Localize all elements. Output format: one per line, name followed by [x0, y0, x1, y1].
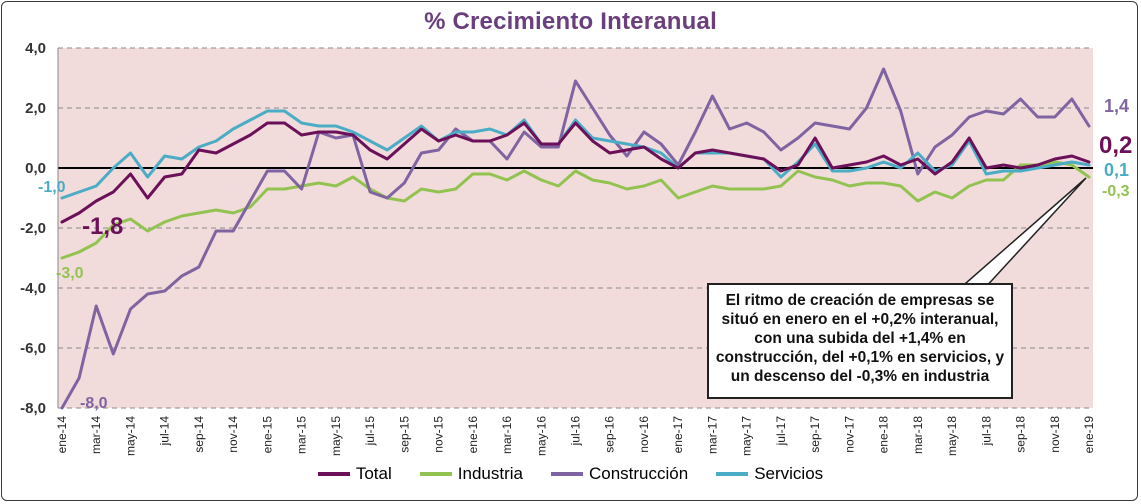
x-tick-label: jul-15 [363, 416, 377, 447]
series-line-construcción [60, 67, 1091, 410]
x-tick-label: ene-18 [877, 416, 891, 454]
legend-swatch-total [317, 472, 350, 476]
x-tick-label: jul-14 [158, 416, 172, 447]
y-tick-label: 0,0 [25, 160, 46, 177]
x-tick-label: sep-16 [603, 416, 617, 453]
x-tick-label: may-15 [329, 416, 343, 456]
legend: Total Industria Construcción Servicios [0, 464, 1141, 484]
x-tick-label: may-17 [740, 416, 754, 456]
x-tick-label: ene-17 [671, 416, 685, 454]
x-tick-label: mar-16 [500, 416, 514, 454]
x-tick-label: sep-17 [808, 416, 822, 453]
chart-title: % Crecimiento Interanual [424, 8, 717, 35]
legend-swatch-industria [419, 472, 452, 476]
x-tick-label: ene-16 [466, 416, 480, 454]
x-tick-label: mar-15 [295, 416, 309, 454]
x-tick-label: nov-18 [1048, 416, 1062, 453]
annotation-box: El ritmo de creación de empresas se situ… [707, 283, 1013, 399]
y-tick-label: -2,0 [20, 220, 46, 237]
annotation-line: con una subida del +1,4% en [754, 330, 966, 347]
y-tick-label: -4,0 [20, 280, 46, 297]
annotation-line: situó en enero en el +0,2% interanual, [721, 311, 999, 328]
legend-label: Industria [457, 464, 523, 483]
legend-label: Construcción [588, 464, 689, 483]
annotation-line: El ritmo de creación de empresas se [725, 292, 995, 309]
series-line-total [60, 121, 1091, 224]
x-tick-label: may-14 [123, 416, 137, 456]
series-line-servicios [60, 109, 1091, 200]
legend-item-industria: Industria [419, 464, 523, 484]
x-tick-label: sep-14 [192, 416, 206, 453]
data-label: -8,0 [80, 395, 108, 412]
y-tick-label: -8,0 [20, 400, 46, 417]
legend-label: Total [355, 464, 392, 483]
x-tick-label: nov-15 [432, 416, 446, 453]
data-label: 0,2 [1099, 132, 1132, 159]
annotation-line: un descenso del -0,3% en industria [730, 368, 990, 385]
x-tick-label: nov-17 [842, 416, 856, 453]
x-tick-label: may-16 [534, 416, 548, 456]
legend-item-servicios: Servicios [716, 464, 823, 484]
legend-item-construccion: Construcción [550, 464, 689, 484]
x-tick-label: nov-16 [637, 416, 651, 453]
x-tick-label: mar-18 [911, 416, 925, 454]
x-tick-label: jul-18 [979, 416, 993, 447]
data-label: -1,8 [82, 213, 123, 240]
data-label: -0,3 [1102, 183, 1130, 200]
x-tick-label: mar-14 [89, 416, 103, 454]
x-tick-label: sep-15 [397, 416, 411, 453]
data-label: 1,4 [1104, 96, 1129, 116]
legend-swatch-servicios [716, 472, 749, 476]
data-label: 0,1 [1104, 160, 1129, 180]
x-tick-label: ene-15 [260, 416, 274, 454]
x-tick-label: sep-18 [1014, 416, 1028, 453]
data-label: -3,0 [56, 265, 84, 282]
x-tick-label: nov-14 [226, 416, 240, 453]
x-tick-label: may-18 [945, 416, 959, 456]
y-tick-label: 2,0 [25, 100, 46, 117]
series-line-industria [60, 160, 1091, 260]
x-tick-label: jul-17 [774, 416, 788, 447]
annotation-line: construcción, del +0,1% en servicios, y [715, 349, 1005, 366]
x-tick-label: jul-16 [569, 416, 583, 447]
legend-swatch-construccion [550, 472, 583, 476]
x-tick-label: ene-14 [55, 416, 69, 454]
legend-label: Servicios [754, 464, 824, 483]
data-label: -1,0 [38, 179, 66, 196]
x-tick-label: mar-17 [705, 416, 719, 454]
legend-item-total: Total [317, 464, 392, 484]
y-tick-label: -6,0 [20, 340, 46, 357]
y-tick-label: 4,0 [25, 40, 46, 57]
x-tick-label: ene-19 [1082, 416, 1096, 454]
